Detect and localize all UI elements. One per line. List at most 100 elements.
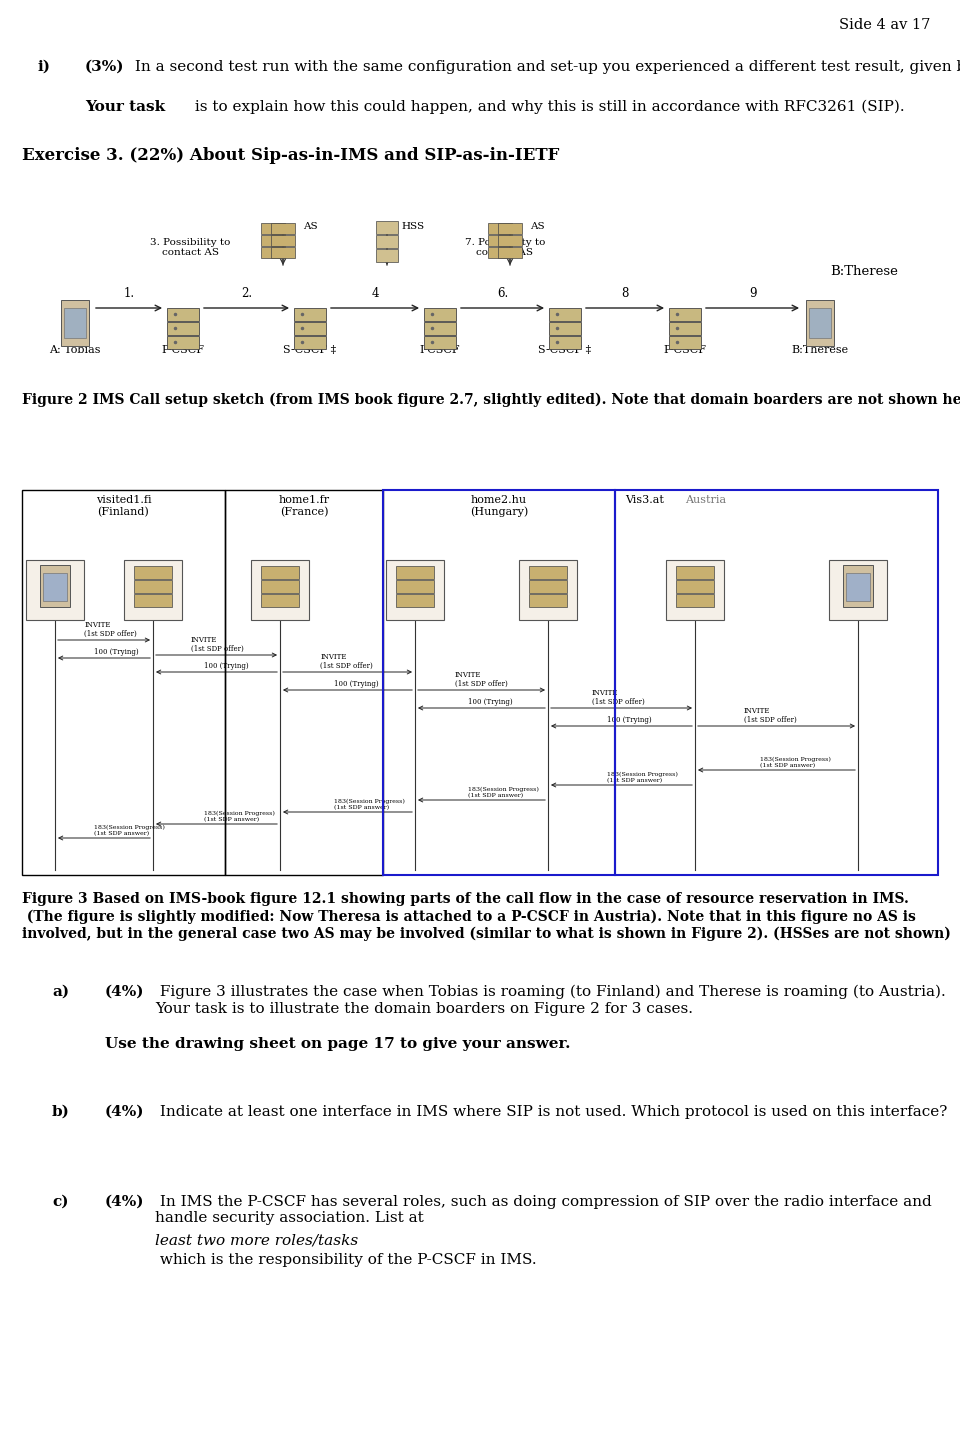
Bar xyxy=(251,559,309,620)
Bar xyxy=(64,308,86,338)
Text: INVITE
(1st SDP offer): INVITE (1st SDP offer) xyxy=(455,670,508,687)
Text: Austria: Austria xyxy=(685,495,726,505)
Text: S-CSCF ‡: S-CSCF ‡ xyxy=(539,345,591,355)
Bar xyxy=(134,567,172,580)
Bar xyxy=(167,336,199,349)
Text: a): a) xyxy=(52,985,69,999)
Bar xyxy=(396,580,434,592)
Text: P-CSCF: P-CSCF xyxy=(675,610,715,618)
Bar xyxy=(498,234,522,246)
Text: Figure 2 IMS Call setup sketch (from IMS book figure 2.7, slightly edited). Note: Figure 2 IMS Call setup sketch (from IMS… xyxy=(22,393,960,407)
Text: 7. Possibility to
contact AS: 7. Possibility to contact AS xyxy=(465,239,545,257)
Text: Exercise 3. (22%) About Sip-as-in-IMS and SIP-as-in-IETF: Exercise 3. (22%) About Sip-as-in-IMS an… xyxy=(22,147,560,164)
Text: 2.: 2. xyxy=(241,288,252,301)
Text: AS: AS xyxy=(530,221,544,232)
Text: 3. Possibility to
contact AS: 3. Possibility to contact AS xyxy=(150,239,230,257)
Text: Figure 3 Based on IMS-book figure 12.1 showing parts of the call flow in the cas: Figure 3 Based on IMS-book figure 12.1 s… xyxy=(22,892,909,906)
Text: Vis3.at: Vis3.at xyxy=(625,495,664,505)
Bar xyxy=(424,308,456,321)
Text: INVITE
(1st SDP offer): INVITE (1st SDP offer) xyxy=(744,707,797,723)
Text: 8: 8 xyxy=(621,288,629,301)
Text: (4%): (4%) xyxy=(105,985,145,999)
Bar xyxy=(124,559,182,620)
Text: Use the drawing sheet on page 17 to give your answer.: Use the drawing sheet on page 17 to give… xyxy=(105,1037,570,1051)
Text: INVITE
(1st SDP offer): INVITE (1st SDP offer) xyxy=(321,653,373,670)
Text: 6.: 6. xyxy=(497,288,508,301)
Text: (3%): (3%) xyxy=(85,60,125,73)
Text: visited1.fi
(Finland): visited1.fi (Finland) xyxy=(96,495,152,518)
Bar xyxy=(529,580,567,592)
Bar xyxy=(294,308,326,321)
Bar xyxy=(676,580,714,592)
Text: 183(Session Progress)
(1st SDP answer): 183(Session Progress) (1st SDP answer) xyxy=(760,756,831,768)
Text: 183(Session Progress)
(1st SDP answer): 183(Session Progress) (1st SDP answer) xyxy=(204,811,275,823)
Bar xyxy=(261,594,299,607)
Bar xyxy=(809,308,831,338)
Bar xyxy=(488,247,512,257)
Text: c): c) xyxy=(52,1195,68,1209)
Text: 4: 4 xyxy=(372,288,379,301)
Bar xyxy=(134,580,172,592)
Text: S-CSCF: S-CSCF xyxy=(527,610,568,618)
Bar xyxy=(376,249,398,262)
Bar xyxy=(294,322,326,335)
Text: 100 (Trying): 100 (Trying) xyxy=(607,716,652,723)
Bar xyxy=(488,234,512,246)
Bar xyxy=(261,234,285,246)
Text: 183(Session Progress)
(1st SDP answer): 183(Session Progress) (1st SDP answer) xyxy=(468,787,540,798)
Bar xyxy=(271,223,295,234)
Text: HSS: HSS xyxy=(401,221,424,232)
Text: In IMS the P-CSCF has several roles, such as doing compression of SIP over the r: In IMS the P-CSCF has several roles, suc… xyxy=(155,1195,932,1225)
Bar xyxy=(22,490,225,874)
Text: least two more roles/tasks: least two more roles/tasks xyxy=(155,1232,358,1247)
Text: B:Therese: B:Therese xyxy=(791,345,849,355)
Text: 100 (Trying): 100 (Trying) xyxy=(334,680,378,687)
Bar xyxy=(383,490,615,874)
Bar xyxy=(26,559,84,620)
Bar xyxy=(386,559,444,620)
Text: INVITE
(1st SDP offer): INVITE (1st SDP offer) xyxy=(191,636,244,653)
Text: home1.fr
(France): home1.fr (France) xyxy=(278,495,329,518)
Bar xyxy=(261,567,299,580)
Bar xyxy=(669,322,701,335)
Text: 183(Session Progress)
(1st SDP answer): 183(Session Progress) (1st SDP answer) xyxy=(334,798,405,810)
Text: A: Tobias: A: Tobias xyxy=(49,345,101,355)
Bar xyxy=(43,572,67,601)
Bar xyxy=(846,572,870,601)
Bar xyxy=(498,223,522,234)
Bar xyxy=(666,559,724,620)
Text: b): b) xyxy=(52,1104,70,1119)
Bar xyxy=(40,565,70,607)
Text: 183(Session Progress)
(1st SDP answer): 183(Session Progress) (1st SDP answer) xyxy=(607,772,678,784)
Text: home2.hu
(Hungary): home2.hu (Hungary) xyxy=(469,495,528,518)
Bar xyxy=(61,301,89,347)
Bar xyxy=(498,247,522,257)
Bar xyxy=(488,223,512,234)
Text: 100 (Trying): 100 (Trying) xyxy=(204,661,249,670)
Bar xyxy=(225,490,383,874)
Bar xyxy=(519,559,577,620)
Text: I-CSCF: I-CSCF xyxy=(420,345,460,355)
Text: (4%): (4%) xyxy=(105,1104,145,1119)
Bar xyxy=(167,322,199,335)
Text: (The figure is slightly modified: Now Theresa is attached to a P-CSCF in Austria: (The figure is slightly modified: Now Th… xyxy=(22,910,950,940)
Bar xyxy=(669,308,701,321)
Bar xyxy=(271,247,295,257)
Bar xyxy=(376,234,398,247)
Text: Indicate at least one interface in IMS where SIP is not used. Which protocol is : Indicate at least one interface in IMS w… xyxy=(155,1104,948,1119)
Text: Figure 3 illustrates the case when Tobias is roaming (to Finland) and Therese is: Figure 3 illustrates the case when Tobia… xyxy=(155,985,946,1015)
Text: B:Therese: B:Therese xyxy=(830,265,898,278)
Text: 9: 9 xyxy=(749,288,756,301)
Bar xyxy=(829,559,887,620)
Text: 100 (Trying): 100 (Trying) xyxy=(94,649,139,656)
Text: P-CSCF: P-CSCF xyxy=(133,610,173,618)
Bar xyxy=(271,234,295,246)
Bar xyxy=(167,308,199,321)
Text: 1.: 1. xyxy=(124,288,134,301)
Bar xyxy=(424,336,456,349)
Bar xyxy=(376,221,398,234)
Bar xyxy=(529,594,567,607)
Bar xyxy=(134,594,172,607)
Text: AS: AS xyxy=(303,221,318,232)
Text: i): i) xyxy=(38,60,51,73)
